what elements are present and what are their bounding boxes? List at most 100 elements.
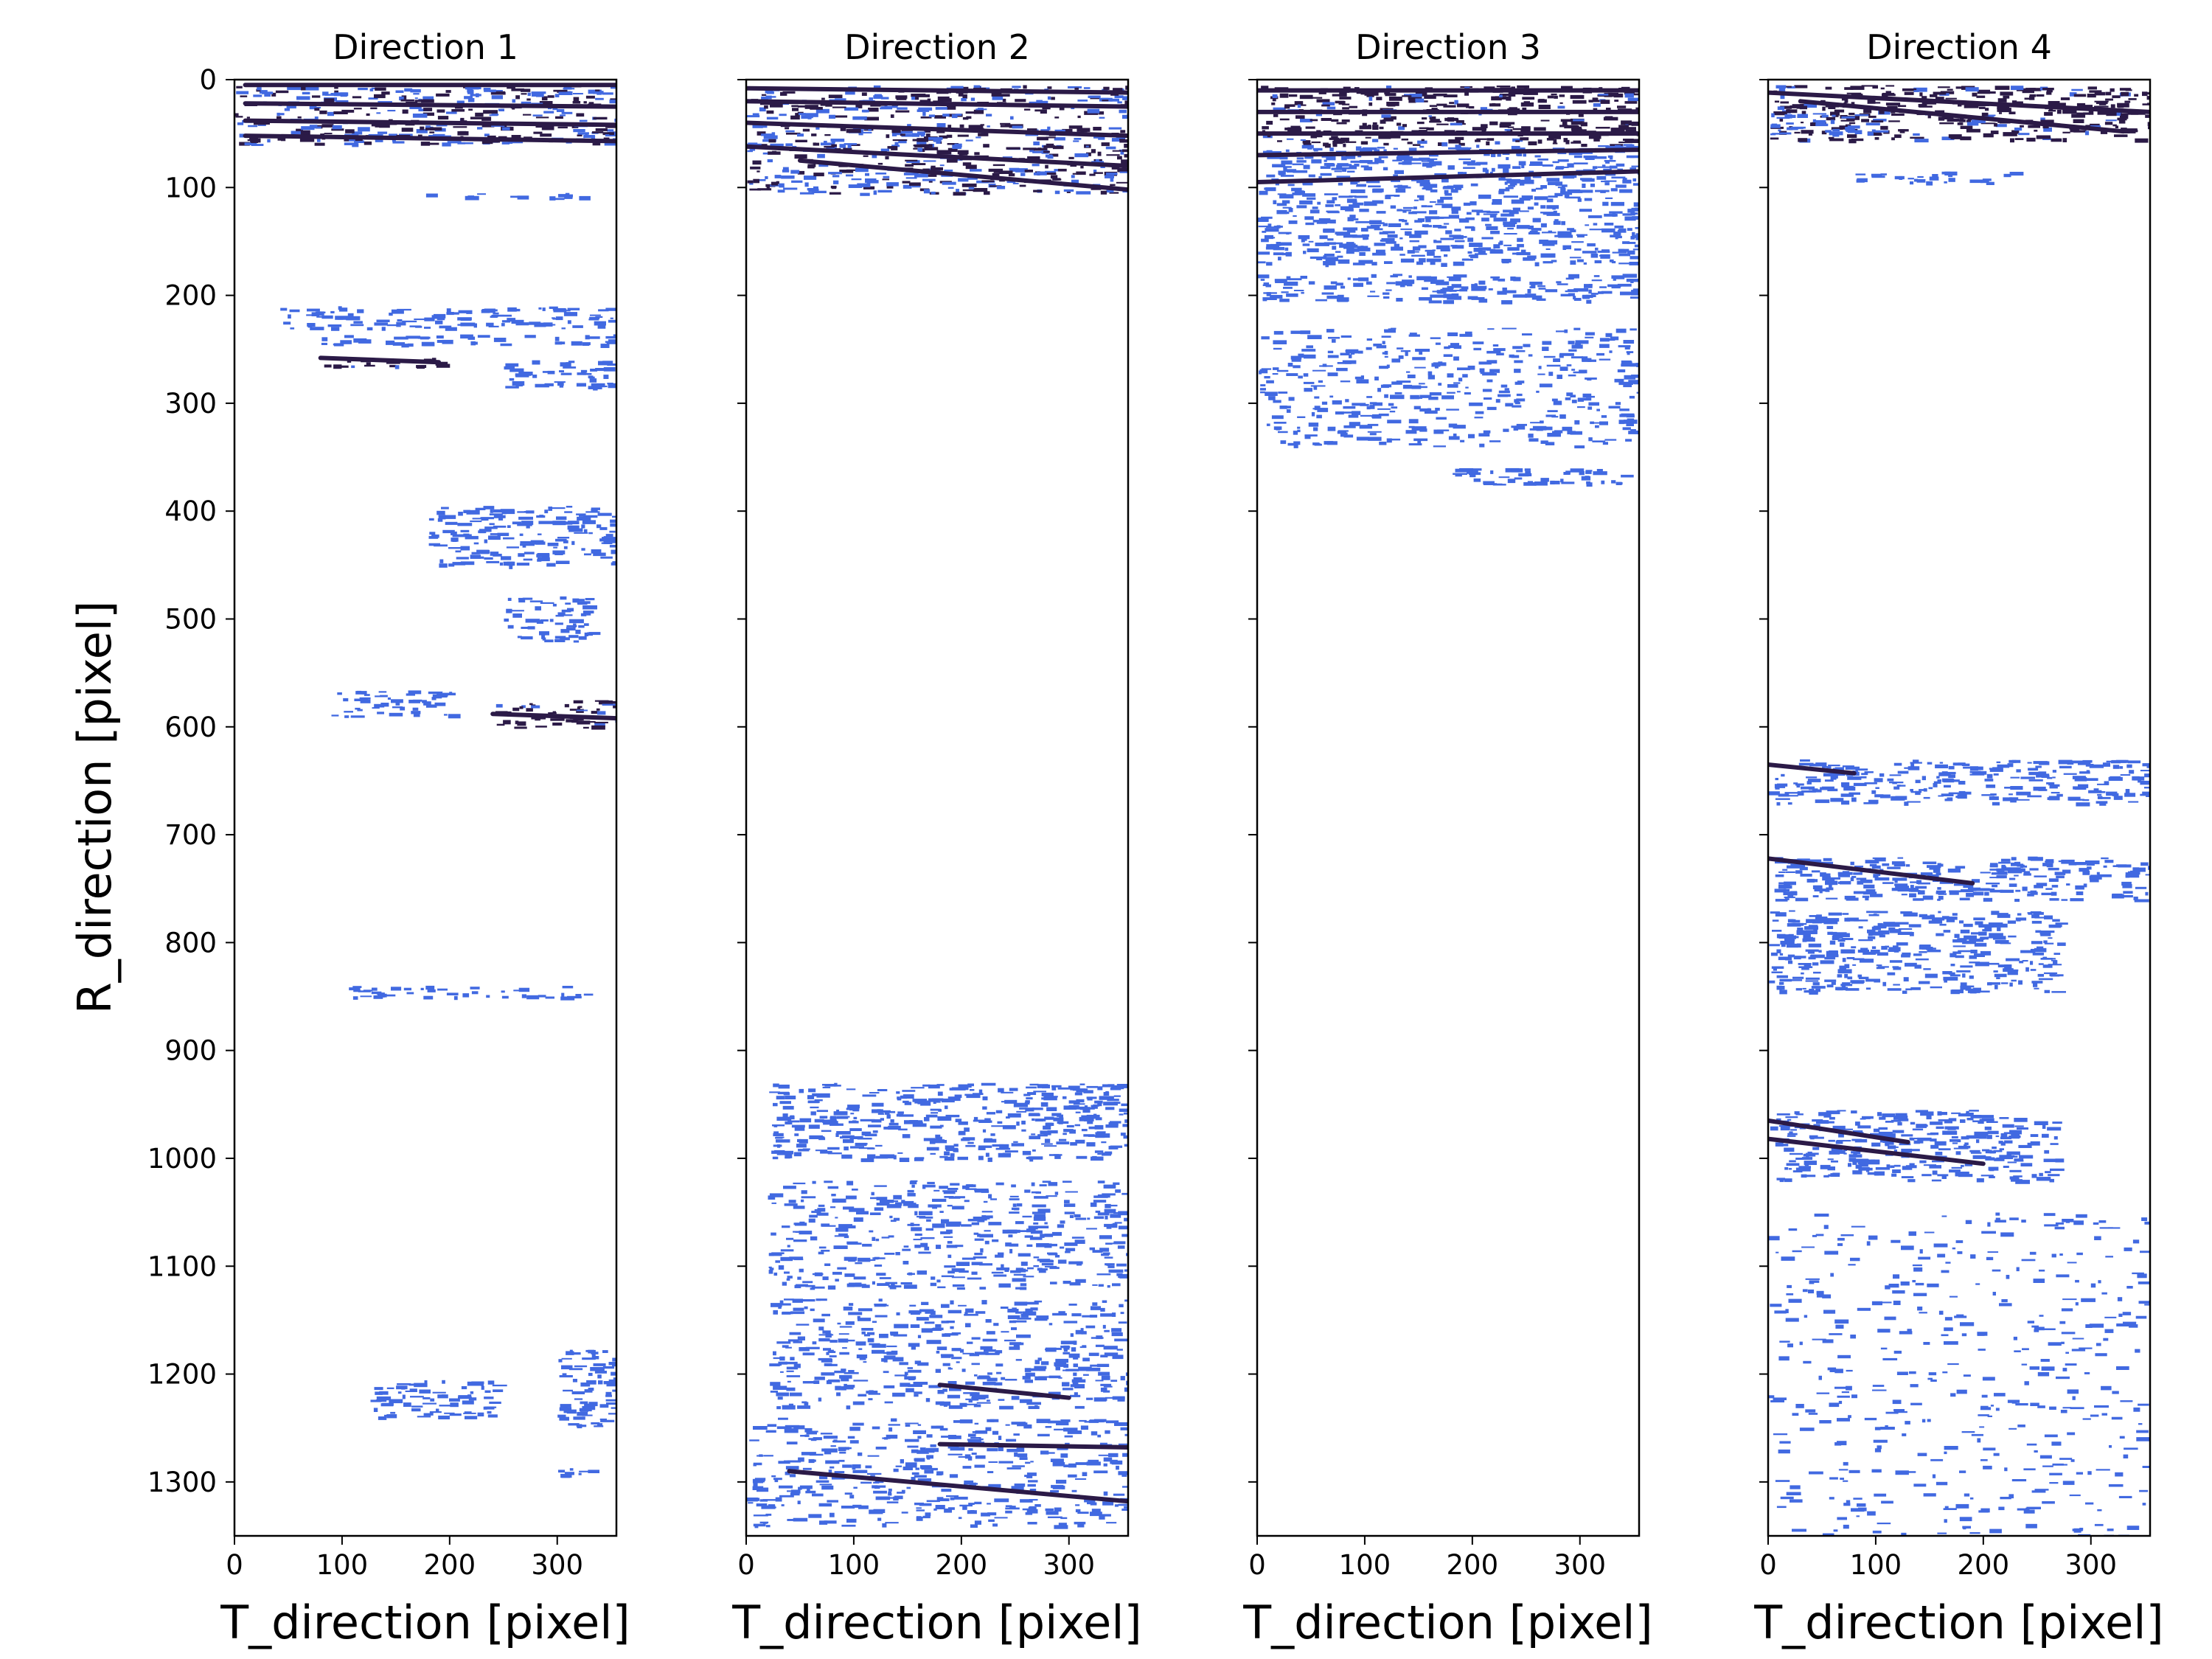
data-mark: [886, 1501, 899, 1503]
data-mark: [1623, 139, 1634, 141]
data-mark: [1026, 1509, 1038, 1514]
data-mark: [897, 107, 908, 110]
data-mark: [1080, 1328, 1084, 1332]
data-mark: [427, 989, 436, 992]
data-mark: [1399, 254, 1405, 256]
data-mark: [1585, 378, 1597, 380]
data-mark: [1024, 170, 1033, 173]
data-mark: [484, 1397, 494, 1399]
data-mark: [480, 1381, 484, 1386]
data-mark: [1068, 1085, 1080, 1090]
data-mark: [855, 1341, 866, 1346]
data-mark: [844, 107, 859, 111]
data-mark: [917, 1424, 922, 1426]
data-mark: [1090, 1512, 1102, 1517]
data-mark: [979, 1234, 993, 1238]
data-mark: [1028, 1480, 1038, 1483]
data-mark: [945, 1145, 955, 1150]
data-mark: [526, 995, 540, 1000]
data-mark: [1068, 1261, 1083, 1265]
data-mark: [768, 139, 776, 143]
data-mark: [1044, 1096, 1058, 1098]
data-mark: [1453, 274, 1467, 278]
data-mark: [1019, 1399, 1032, 1403]
data-mark: [1428, 115, 1432, 117]
data-mark: [1408, 147, 1417, 152]
data-mark: [1626, 155, 1639, 159]
data-mark: [1478, 433, 1490, 437]
data-mark: [611, 540, 616, 543]
data-mark: [1554, 234, 1565, 237]
data-mark: [846, 1518, 857, 1523]
data-mark: [835, 115, 848, 118]
data-mark: [973, 1119, 981, 1122]
data-mark: [1372, 139, 1379, 142]
data-mark: [918, 107, 933, 111]
data-mark: [558, 1470, 566, 1473]
data-mark: [1302, 243, 1310, 246]
data-mark: [806, 1430, 818, 1433]
data-mark: [1447, 276, 1454, 278]
data-mark: [1505, 403, 1514, 407]
data-mark: [430, 1398, 435, 1402]
data-mark: [1537, 285, 1545, 288]
data-mark: [409, 1388, 417, 1392]
data-mark: [1552, 161, 1559, 164]
data-mark: [300, 130, 310, 135]
data-mark: [370, 1399, 382, 1402]
data-mark: [1613, 276, 1616, 281]
data-mark: [264, 93, 271, 97]
data-mark: [971, 1395, 986, 1399]
data-mark: [601, 542, 613, 544]
data-mark: [1506, 96, 1512, 101]
data-mark: [532, 360, 540, 365]
data-mark: [460, 546, 470, 551]
data-mark: [1429, 105, 1438, 107]
data-mark: [799, 1221, 805, 1223]
data-mark: [1610, 336, 1619, 341]
data-mark: [993, 171, 1004, 173]
data-mark: [827, 1152, 842, 1155]
data-mark: [919, 1450, 925, 1453]
data-mark: [510, 195, 521, 198]
data-mark: [296, 96, 310, 100]
data-mark: [1381, 115, 1391, 118]
data-mark: [1288, 94, 1298, 97]
data-mark: [434, 702, 446, 706]
data-mark: [1517, 153, 1523, 156]
data-mark: [378, 131, 388, 134]
data-mark: [917, 141, 927, 146]
data-mark: [1089, 1107, 1095, 1110]
data-mark: [1380, 119, 1386, 124]
data-mark: [1608, 406, 1621, 408]
data-mark: [846, 1405, 851, 1410]
data-mark: [1514, 401, 1520, 405]
data-mark: [833, 180, 839, 184]
data-mark: [1372, 252, 1386, 256]
data-mark: [358, 88, 368, 91]
data-mark: [1376, 345, 1387, 349]
data-mark: [780, 1371, 784, 1373]
data-mark: [890, 1220, 897, 1222]
data-mark: [911, 1472, 919, 1475]
data-mark: [375, 995, 385, 998]
data-mark: [1001, 1091, 1014, 1093]
data-mark: [951, 1348, 961, 1352]
data-mark: [782, 1281, 787, 1286]
data-mark: [933, 1508, 937, 1511]
data-mark: [902, 1094, 914, 1099]
data-mark: [947, 1381, 957, 1385]
x-tick-label: 200: [424, 1549, 476, 1581]
data-mark: [1043, 173, 1057, 175]
data-mark: [1339, 97, 1352, 100]
data-mark: [1575, 340, 1589, 344]
data-mark: [970, 169, 982, 172]
data-mark: [990, 1133, 995, 1136]
data-mark: [989, 185, 1002, 187]
data-mark: [1320, 166, 1331, 169]
data-mark: [820, 142, 835, 146]
data-mark: [789, 1332, 801, 1335]
data-mark: [810, 1111, 816, 1116]
data-mark: [1287, 138, 1294, 140]
data-mark: [981, 1190, 990, 1193]
